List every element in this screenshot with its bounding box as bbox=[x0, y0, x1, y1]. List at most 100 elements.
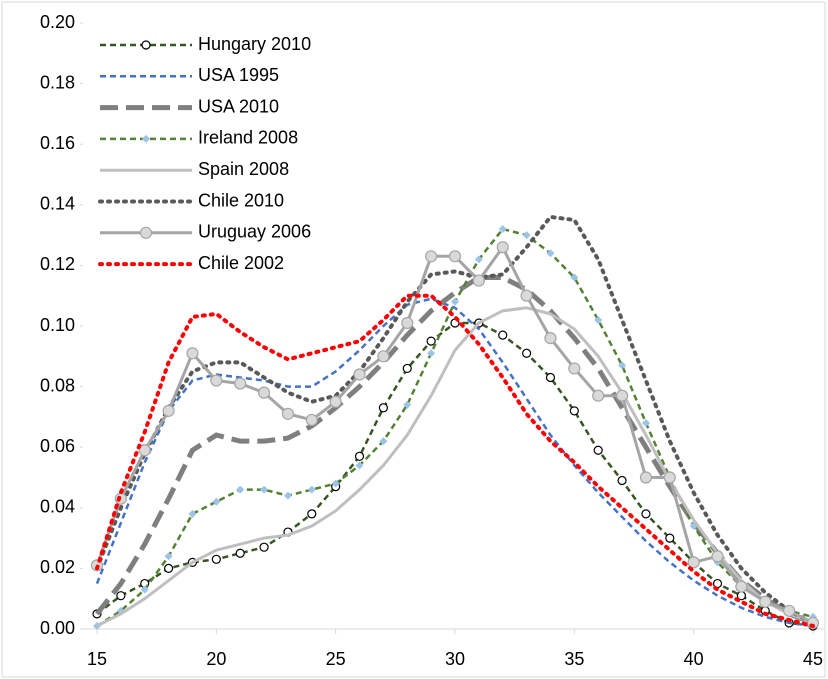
point bbox=[210, 374, 223, 387]
x-tick-label: 35 bbox=[564, 649, 584, 669]
y-tick-label: 0.18 bbox=[40, 72, 75, 92]
point bbox=[451, 297, 459, 306]
point bbox=[641, 509, 651, 519]
legend-label: USA 2010 bbox=[198, 96, 279, 116]
point bbox=[498, 330, 508, 340]
point bbox=[164, 552, 173, 561]
x-tick-label: 40 bbox=[684, 649, 704, 669]
point bbox=[305, 413, 318, 427]
series-line bbox=[95, 275, 814, 626]
point bbox=[211, 554, 221, 564]
point bbox=[759, 595, 772, 608]
y-tick-label: 0.04 bbox=[40, 497, 75, 517]
point bbox=[426, 336, 436, 346]
point bbox=[425, 250, 438, 263]
point bbox=[331, 479, 340, 488]
point bbox=[188, 509, 197, 518]
y-tick-label: 0.12 bbox=[40, 254, 75, 274]
point bbox=[618, 361, 627, 370]
point bbox=[401, 316, 414, 330]
point bbox=[639, 471, 653, 484]
point bbox=[711, 550, 724, 563]
legend-marker bbox=[142, 134, 150, 143]
x-tick-label: 45 bbox=[803, 649, 823, 669]
point bbox=[236, 485, 245, 494]
point bbox=[520, 289, 533, 302]
legend-label: Ireland 2008 bbox=[198, 128, 298, 148]
x-tick-label: 15 bbox=[87, 649, 107, 669]
x-tick-label: 20 bbox=[206, 649, 226, 669]
legend-marker bbox=[141, 40, 151, 50]
point bbox=[402, 363, 412, 374]
point bbox=[329, 395, 342, 408]
y-tick-label: 0.16 bbox=[40, 133, 75, 153]
legend-marker bbox=[139, 226, 153, 239]
point bbox=[617, 475, 627, 486]
series-line bbox=[95, 214, 815, 625]
x-tick-label: 30 bbox=[445, 649, 465, 669]
point bbox=[593, 445, 603, 455]
point bbox=[687, 556, 700, 569]
point bbox=[521, 348, 532, 358]
point bbox=[378, 403, 388, 413]
x-tick-label: 25 bbox=[326, 649, 346, 669]
point bbox=[307, 485, 316, 494]
point bbox=[140, 585, 149, 594]
point bbox=[522, 231, 531, 240]
point bbox=[570, 273, 579, 282]
point bbox=[353, 368, 366, 381]
point bbox=[545, 372, 556, 383]
point bbox=[427, 349, 436, 358]
point bbox=[544, 332, 557, 345]
point bbox=[377, 350, 390, 363]
point bbox=[281, 407, 295, 420]
y-tick-label: 0.08 bbox=[40, 375, 75, 395]
point bbox=[138, 444, 151, 457]
point bbox=[355, 461, 364, 470]
point bbox=[594, 315, 603, 324]
point bbox=[307, 509, 317, 519]
point bbox=[116, 591, 126, 601]
point bbox=[568, 362, 581, 375]
point bbox=[448, 250, 462, 263]
point bbox=[592, 389, 605, 402]
legend-label: Chile 2002 bbox=[198, 253, 284, 273]
point bbox=[735, 580, 748, 593]
y-tick-label: 0.00 bbox=[40, 618, 75, 638]
y-tick-label: 0.10 bbox=[40, 315, 75, 335]
point bbox=[546, 249, 555, 258]
point bbox=[235, 548, 245, 558]
point bbox=[379, 437, 388, 446]
legend-label: Chile 2010 bbox=[198, 190, 284, 210]
point bbox=[783, 604, 796, 617]
point bbox=[665, 533, 675, 543]
legend-label: Spain 2008 bbox=[198, 159, 289, 179]
point bbox=[403, 400, 412, 409]
point bbox=[212, 497, 221, 506]
legend-label: Uruguay 2006 bbox=[198, 222, 311, 242]
point bbox=[162, 404, 175, 417]
point bbox=[234, 377, 247, 390]
series-line bbox=[95, 293, 815, 628]
point bbox=[164, 563, 174, 574]
legend-label: Hungary 2010 bbox=[198, 34, 311, 54]
point bbox=[283, 491, 292, 500]
y-tick-label: 0.02 bbox=[40, 557, 75, 577]
point bbox=[186, 347, 199, 360]
series-line bbox=[96, 306, 814, 628]
point bbox=[569, 406, 579, 416]
y-tick-label: 0.14 bbox=[40, 194, 75, 214]
point bbox=[472, 274, 485, 287]
point bbox=[474, 255, 483, 264]
point bbox=[354, 451, 365, 461]
legend-label: USA 1995 bbox=[198, 65, 279, 85]
point bbox=[260, 485, 269, 494]
point bbox=[641, 418, 650, 427]
point bbox=[496, 241, 509, 254]
point bbox=[259, 542, 269, 552]
point bbox=[615, 389, 629, 402]
y-tick-label: 0.06 bbox=[40, 436, 75, 456]
point bbox=[498, 225, 507, 234]
